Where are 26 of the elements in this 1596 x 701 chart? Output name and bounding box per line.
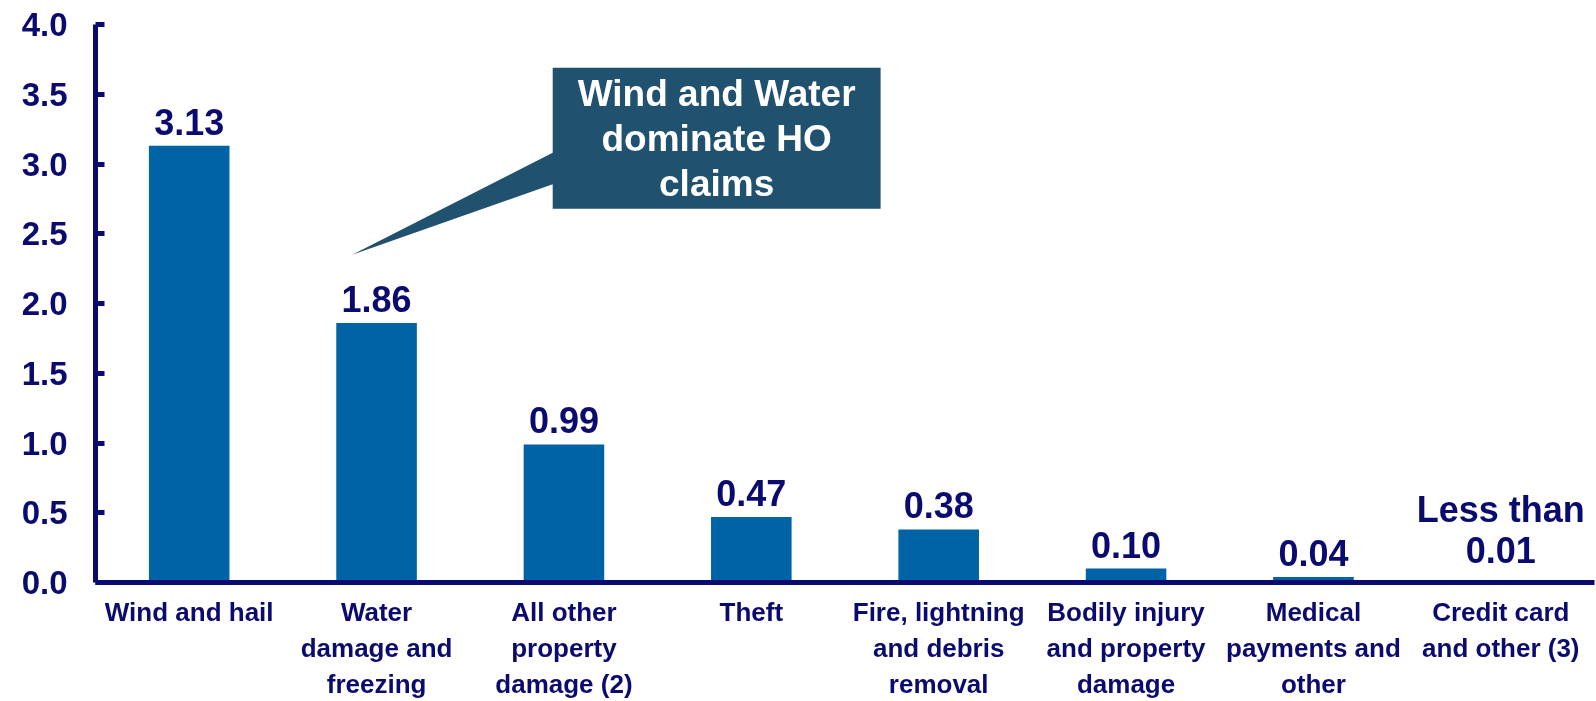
- data-label: 0.99: [528, 400, 599, 442]
- data-label: 3.13: [154, 101, 225, 143]
- x-tick-label: Credit card and other (3): [1422, 596, 1580, 663]
- x-tick-label: Bodily injury and property damage: [1046, 596, 1207, 699]
- y-tick-label: 3.5: [21, 75, 68, 113]
- y-tick-label: 3.0: [21, 145, 68, 183]
- data-label: Less than 0.01: [1416, 488, 1585, 571]
- data-label: 0.47: [716, 472, 787, 514]
- x-tick-label: Theft: [719, 596, 784, 627]
- y-tick-label: 0.5: [21, 494, 68, 532]
- data-label: 1.86: [341, 279, 412, 321]
- x-tick-label: All other property damage (2): [495, 596, 633, 699]
- x-tick-label: Medical payments and other: [1226, 596, 1401, 699]
- y-tick-label: 1.5: [21, 354, 68, 392]
- y-tick-label: 2.5: [21, 215, 68, 253]
- x-tick-label: Fire, lightning and debris removal: [852, 596, 1025, 699]
- data-label: 0.04: [1278, 532, 1349, 574]
- y-tick-label: 1.0: [21, 424, 68, 462]
- data-label: 0.10: [1091, 524, 1162, 566]
- annotation: Wind and Water dominate HO claims: [577, 72, 856, 204]
- y-tick-label: 2.0: [21, 285, 68, 322]
- x-tick-label: Water damage and freezing: [300, 596, 453, 699]
- x-tick-label: Wind and hail: [104, 596, 274, 627]
- y-tick-label: 4.0: [21, 6, 68, 43]
- y-tick-label: 0.0: [21, 564, 68, 601]
- data-label: 0.38: [903, 485, 974, 527]
